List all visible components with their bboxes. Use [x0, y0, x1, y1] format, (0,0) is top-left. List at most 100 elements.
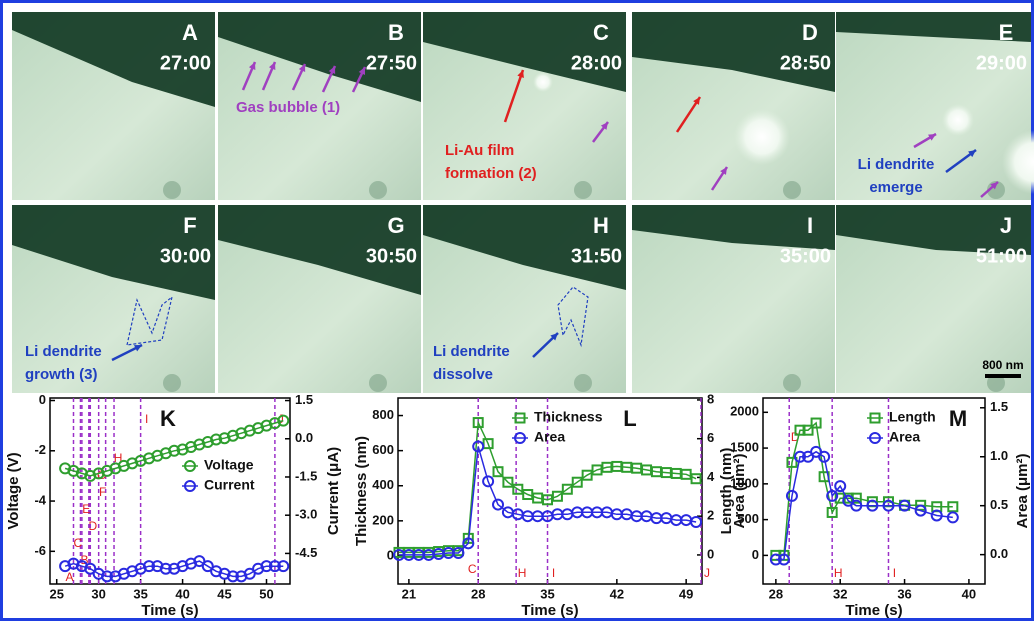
figure: A 27:00 B27:50Gas bubble (1) C 28:00 Li-Au fi… — [0, 0, 1034, 621]
annotation: Li dendrite — [433, 343, 510, 360]
annotation: growth (3) — [25, 366, 98, 383]
y2-tick-label: 0.5 — [990, 497, 1008, 512]
bubble — [734, 109, 790, 165]
panel-letter: J — [1000, 213, 1012, 238]
legend-label: Length — [889, 409, 936, 425]
image-panel: G 30:50 — [218, 205, 421, 393]
panel-time: 27:00 — [160, 52, 211, 74]
y-tick-label: 400 — [372, 477, 394, 492]
panel-time: 30:50 — [366, 245, 417, 267]
particle — [574, 374, 592, 392]
panel-time: 51:00 — [976, 245, 1027, 267]
panel-letter: F — [183, 213, 196, 238]
y-tick-label: 0 — [387, 547, 394, 562]
panel-letter: B — [388, 20, 404, 45]
particle — [163, 374, 181, 392]
y2-tick-label: 1.0 — [990, 448, 1008, 463]
y2-tick-label: 1.5 — [295, 392, 313, 407]
x-tick-label: 25 — [49, 586, 63, 601]
y-tick-label: -2 — [34, 442, 46, 457]
annotation: emerge — [869, 179, 922, 196]
panel-letter: L — [623, 406, 636, 431]
event-label: H — [518, 566, 527, 580]
x-tick-label: 30 — [91, 586, 105, 601]
event-label: I — [552, 566, 555, 580]
annotation: formation (2) — [445, 165, 537, 182]
particle — [783, 181, 801, 199]
bubble — [533, 72, 553, 92]
y-tick-label: 600 — [372, 442, 394, 457]
panel-letter: D — [802, 20, 818, 45]
y-tick-label: 500 — [737, 511, 759, 526]
event-label: C — [74, 536, 83, 550]
y-tick-label: 0 — [752, 547, 759, 562]
y2-tick-label: 4 — [707, 469, 715, 484]
event-label: E — [82, 502, 90, 516]
panel-letter: G — [387, 213, 404, 238]
x-tick-label: 35 — [133, 586, 147, 601]
y-tick-label: -6 — [34, 543, 46, 558]
x-tick-label: 40 — [175, 586, 189, 601]
image-panel: E 29:00 Li dendrite emerge — [836, 12, 1034, 200]
x-tick-label: 49 — [679, 586, 693, 601]
event-label: I — [145, 412, 148, 426]
legend-label: Current — [204, 477, 255, 493]
x-axis-title: Time (s) — [845, 602, 902, 619]
y-axis-title: Voltage (V) — [5, 452, 22, 529]
y2-tick-label: -1.5 — [295, 468, 317, 483]
image-panel: I 35:00 — [632, 205, 835, 393]
event-label: I — [893, 566, 896, 580]
y-axis-title: Thickness (nm) — [353, 436, 370, 546]
y-axis-title: Length (nm) — [718, 448, 735, 535]
annotation: Li dendrite — [858, 156, 935, 173]
y-tick-label: 2000 — [730, 404, 759, 419]
x-tick-label: 28 — [471, 586, 485, 601]
bubble — [942, 104, 974, 136]
panel-time: 30:00 — [160, 245, 211, 267]
image-panel: H 31:50 Li dendrite dissolve — [423, 205, 626, 393]
x-tick-label: 45 — [217, 586, 231, 601]
y2-tick-label: 0 — [707, 546, 714, 561]
panel-time: 29:00 — [976, 52, 1027, 74]
particle — [574, 181, 592, 199]
panel-letter: E — [999, 20, 1014, 45]
y2-tick-label: 0.0 — [990, 546, 1008, 561]
panel-letter: I — [807, 213, 813, 238]
annotation: Li-Au film — [445, 142, 514, 159]
panel-time: 31:50 — [571, 245, 622, 267]
panel-time: 28:00 — [571, 52, 622, 74]
annotation: Li dendrite — [25, 343, 102, 360]
scale-bar-label: 800 nm — [982, 358, 1023, 372]
image-panel: D 28:50 — [632, 12, 835, 200]
particle — [163, 181, 181, 199]
x-tick-label: 40 — [962, 586, 976, 601]
panel-letter: C — [593, 20, 609, 45]
panel-letter: H — [593, 213, 609, 238]
y2-tick-label: 8 — [707, 391, 714, 406]
event-label: A — [65, 570, 73, 584]
x-tick-label: 35 — [540, 586, 554, 601]
y2-tick-label: -4.5 — [295, 545, 317, 560]
y2-tick-label: 0.0 — [295, 430, 313, 445]
legend-label: Thickness — [534, 409, 603, 425]
y2-axis-title: Current (μA) — [325, 447, 342, 535]
particle — [369, 374, 387, 392]
panel-letter: A — [182, 20, 198, 45]
x-tick-label: 32 — [833, 586, 847, 601]
panel-time: 28:50 — [780, 52, 831, 74]
particle — [783, 374, 801, 392]
legend-label: Area — [534, 429, 565, 445]
y2-tick-label: -3.0 — [295, 507, 317, 522]
image-panel: C 28:00 Li-Au film formation (2) — [423, 12, 626, 200]
x-tick-label: 42 — [610, 586, 624, 601]
event-label: J — [704, 566, 710, 580]
panel-letter: M — [949, 406, 967, 431]
panel-time: 35:00 — [780, 245, 831, 267]
annotation: Gas bubble (1) — [236, 99, 340, 116]
y-tick-label: 800 — [372, 407, 394, 422]
event-label: H — [834, 566, 843, 580]
annotation: dissolve — [433, 366, 493, 383]
y2-axis-title: Area (μm²) — [1014, 453, 1031, 528]
x-tick-label: 36 — [897, 586, 911, 601]
